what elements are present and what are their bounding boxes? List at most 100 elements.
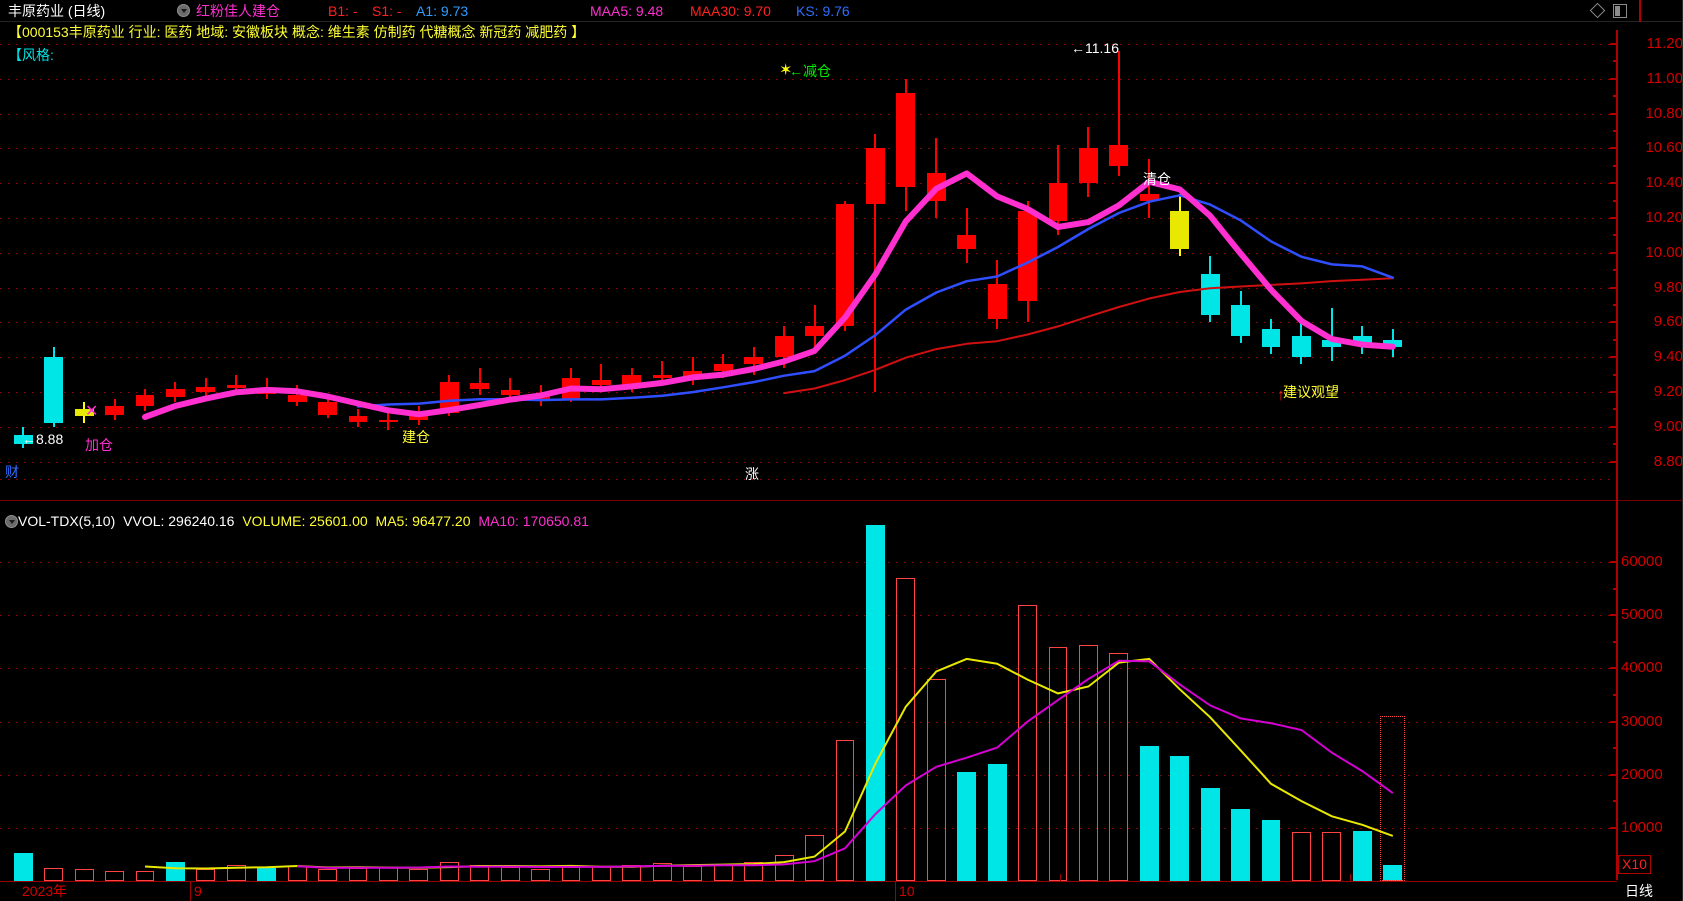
candle-body — [1200, 273, 1220, 316]
volume-bar — [348, 867, 368, 881]
volume-axis-minor-tick — [1613, 800, 1617, 803]
price-gridline — [0, 252, 1617, 254]
price-axis-minor-tick — [1613, 95, 1617, 98]
x-axis-line — [0, 881, 1617, 882]
candle-body — [1109, 144, 1129, 166]
candle-body — [1170, 210, 1190, 250]
volume-bar — [926, 679, 946, 881]
candle-body — [1352, 336, 1372, 344]
volume-bar — [1139, 745, 1159, 881]
price-axis-label: 9.60 — [1653, 313, 1683, 331]
diamond-icon[interactable] — [1589, 2, 1606, 19]
candle-body — [74, 409, 94, 417]
bottom-axis-bar — [0, 882, 1683, 901]
cai-label: 财 — [5, 464, 19, 480]
candle-body — [561, 378, 581, 399]
volume-axis-label: 50000 — [1621, 606, 1663, 624]
volume-bar — [257, 868, 277, 881]
price-axis-minor-tick — [1613, 373, 1617, 376]
candle-wick — [600, 364, 603, 392]
high-price-callout: ←11.16 — [1071, 40, 1119, 56]
price-gridline — [0, 426, 1617, 428]
candle-body — [165, 388, 185, 398]
volume-axis-tick — [1610, 667, 1617, 670]
candle-body — [1018, 210, 1037, 302]
volume-gridline — [0, 721, 1617, 723]
price-axis-minor-tick — [1613, 164, 1617, 167]
volume-gridline — [0, 615, 1617, 617]
ks-value: KS: 9.76 — [796, 3, 850, 19]
volume-bar — [1048, 647, 1068, 881]
split-panel-icon[interactable] — [1613, 4, 1627, 18]
chevron-down-circle-icon[interactable] — [177, 4, 190, 17]
price-gridline — [0, 43, 1617, 45]
price-gridline — [0, 217, 1617, 219]
price-axis-tick — [1610, 147, 1617, 150]
volume-ma10: MA10: 170650.81 — [478, 513, 589, 529]
candle-body — [13, 435, 33, 445]
volume-indicator-header: VOL-TDX(5,10) VVOL: 296240.16 VOLUME: 25… — [18, 513, 593, 529]
volume-axis-minor-tick — [1613, 694, 1617, 697]
price-gridline — [0, 357, 1617, 359]
candle-body — [500, 390, 520, 396]
price-axis-tick — [1610, 390, 1617, 393]
candle-body — [409, 412, 429, 420]
volume-axis-label: 20000 — [1621, 765, 1663, 783]
volume-bar — [774, 854, 794, 881]
volume-bar — [379, 867, 398, 881]
volume-bar — [1200, 788, 1220, 881]
candle-body — [896, 92, 916, 187]
candle-body — [1261, 329, 1281, 347]
price-axis-minor-tick — [1613, 338, 1617, 341]
stock-title: 丰原药业 (日线) — [8, 3, 106, 19]
volume-bar — [531, 869, 551, 881]
volume-bar — [805, 835, 824, 881]
volume-bar — [1322, 832, 1342, 881]
volume-bar — [683, 865, 703, 881]
volume-bar — [1018, 604, 1037, 881]
volume-indicator-name[interactable]: VOL-TDX(5,10) — [18, 513, 116, 529]
candle-body — [926, 172, 946, 201]
volume-bar — [135, 871, 155, 881]
volume-axis-tick — [1610, 826, 1617, 829]
candle-body — [439, 381, 459, 413]
volume-bar — [165, 861, 185, 881]
volume-axis-minor-tick — [1613, 587, 1617, 590]
candle-body — [957, 235, 977, 250]
candle-wick — [1330, 308, 1333, 361]
volume-value: VOLUME: 25601.00 — [242, 513, 368, 529]
price-axis-minor-tick — [1613, 60, 1617, 63]
price-axis-rail — [1616, 30, 1618, 500]
volume-bar — [1079, 644, 1098, 881]
candle-body — [44, 357, 64, 424]
add-position-cross-marker: ✕ — [85, 403, 99, 420]
price-axis-tick — [1610, 42, 1617, 45]
candle-body — [470, 383, 490, 389]
candle-body — [1383, 339, 1403, 347]
candle-body — [774, 336, 794, 358]
pane-separator — [0, 500, 1683, 501]
price-axis-minor-tick — [1613, 269, 1617, 272]
period-label[interactable]: 日线 — [1625, 883, 1653, 899]
candle-body — [805, 325, 824, 337]
strategy-label[interactable]: 红粉佳人建仓 — [196, 3, 280, 19]
volume-bar — [226, 865, 246, 881]
price-axis-label: 10.20 — [1645, 208, 1683, 226]
s1-value: S1: - — [372, 3, 402, 19]
volume-axis-label: 40000 — [1621, 659, 1663, 677]
maa5-value: MAA5: 9.48 — [590, 3, 664, 19]
volume-bar — [622, 864, 642, 881]
b1-value: B1: - — [328, 3, 358, 19]
zhang-label: 涨 — [745, 466, 759, 482]
price-axis-tick — [1610, 112, 1617, 115]
candle-body — [531, 395, 551, 399]
candle-body — [287, 395, 307, 403]
price-gridline — [0, 391, 1617, 393]
volume-axis-minor-tick — [1613, 640, 1617, 643]
volume-bar — [957, 772, 977, 881]
volume-bar — [592, 865, 611, 881]
volume-bar — [196, 869, 216, 881]
candle-wick — [1117, 50, 1120, 177]
candle-body — [1322, 339, 1342, 347]
chevron-down-circle-icon[interactable] — [5, 515, 18, 528]
